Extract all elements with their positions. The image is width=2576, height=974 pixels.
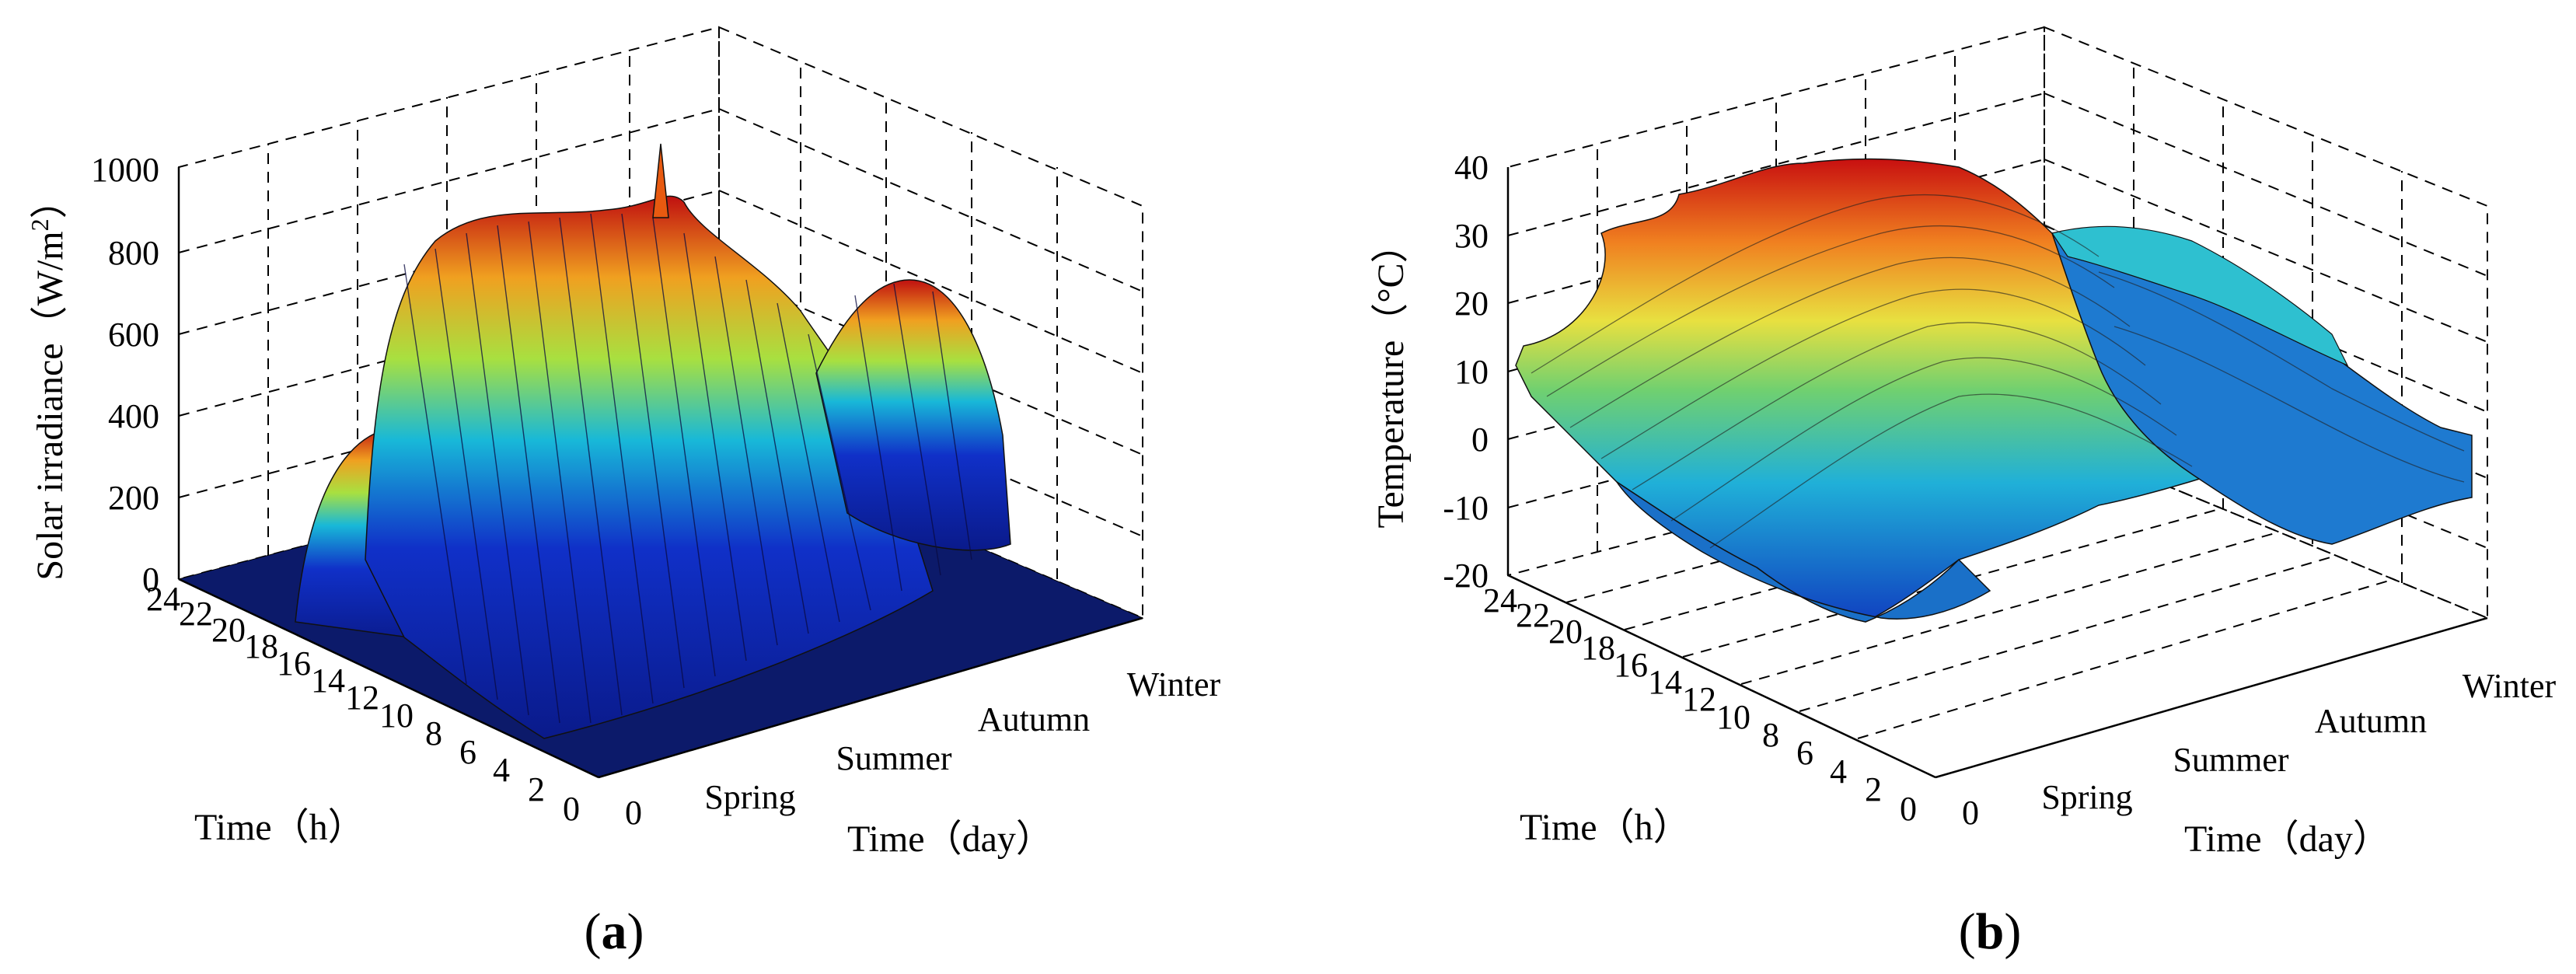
zlabel-a: Solar irradiance（W/m2） — [26, 181, 71, 580]
hour-tick-a-7: 14 — [311, 662, 345, 700]
ylabel-a: Time（day） — [847, 819, 1053, 860]
surface-b-lower-band — [1616, 481, 1991, 623]
panel-b-z-ticks: -20 -10 0 10 20 30 40 — [1443, 148, 1489, 595]
z-tick-b-4: 20 — [1454, 285, 1489, 323]
panel-a-axes — [177, 167, 1143, 779]
surface-a-spike — [652, 143, 669, 218]
hour-tick-b-11: 22 — [1516, 596, 1550, 634]
day-tick-a-1: Spring — [704, 778, 795, 816]
day-tick-b-3: Autumn — [2315, 702, 2427, 740]
day-tick-a-4: Winter — [1127, 665, 1221, 703]
day-tick-a-2: Summer — [836, 739, 951, 777]
panel-label-b: (b) — [1959, 903, 2022, 960]
z-tick-b-3: 10 — [1454, 353, 1489, 391]
panel-b: -20 -10 0 10 20 30 40 Temperature（°C） 0 … — [1370, 26, 2557, 960]
hour-tick-b-8: 16 — [1614, 646, 1648, 684]
panel-b-axes — [1506, 167, 2488, 779]
hour-tick-a-2: 4 — [493, 751, 510, 789]
day-tick-b-2: Summer — [2173, 741, 2288, 779]
hour-tick-b-4: 8 — [1762, 716, 1779, 754]
zlabel-a-sup: 2 — [26, 218, 54, 231]
hour-tick-a-12: 24 — [146, 580, 180, 618]
hour-tick-a-4: 8 — [425, 714, 442, 752]
xlabel-a: Time（h） — [194, 807, 365, 848]
zlabel-b: Temperature（°C） — [1370, 225, 1412, 528]
z-tick-a-0: 0 — [142, 560, 159, 599]
panel-label-a: (a) — [585, 903, 644, 960]
day-tick-b-0: 0 — [1962, 794, 1979, 832]
zlabel-a-close: ） — [30, 181, 71, 218]
hour-tick-b-10: 20 — [1548, 613, 1583, 651]
surface-a-summer-ridge — [365, 195, 934, 739]
day-tick-b-1: Spring — [2041, 778, 2132, 816]
hour-tick-a-1: 2 — [528, 770, 545, 808]
panel-b-hour-ticks: 0 2 4 6 8 10 12 14 16 18 20 22 24 — [1483, 581, 1917, 828]
z-tick-b-0: -20 — [1443, 557, 1489, 595]
day-tick-a-3: Autumn — [978, 700, 1090, 738]
ylabel-b: Time（day） — [2184, 819, 2390, 860]
hour-tick-a-8: 16 — [277, 644, 311, 682]
z-tick-a-3: 600 — [108, 316, 159, 354]
z-tick-b-1: -10 — [1443, 489, 1489, 527]
surface-a — [177, 143, 1144, 778]
day-tick-a-0: 0 — [625, 794, 642, 832]
z-tick-b-5: 30 — [1454, 217, 1489, 255]
z-tick-b-2: 0 — [1471, 421, 1489, 459]
hour-tick-a-6: 12 — [345, 679, 379, 717]
surface-a-winter-hump — [815, 279, 1011, 551]
panel-b-day-ticks: 0 Spring Summer Autumn Winter — [1962, 667, 2557, 832]
hour-tick-b-3: 6 — [1796, 734, 1813, 772]
hour-tick-b-5: 10 — [1716, 698, 1750, 736]
panel-a-day-ticks: 0 Spring Summer Autumn Winter — [625, 665, 1221, 832]
hour-tick-b-9: 18 — [1581, 629, 1615, 667]
hour-tick-a-9: 18 — [244, 627, 278, 665]
hour-tick-a-11: 22 — [179, 595, 213, 633]
hour-tick-a-3: 6 — [459, 733, 476, 771]
hour-tick-a-0: 0 — [563, 790, 580, 828]
panel-a-hour-ticks: 0 2 4 6 8 10 12 14 16 18 20 22 24 — [146, 580, 580, 828]
z-tick-b-6: 40 — [1454, 148, 1489, 187]
hour-tick-b-7: 14 — [1648, 663, 1682, 701]
hour-tick-b-1: 2 — [1865, 770, 1882, 808]
hour-tick-b-0: 0 — [1900, 790, 1917, 828]
hour-tick-b-2: 4 — [1830, 752, 1847, 791]
day-tick-b-4: Winter — [2463, 667, 2557, 705]
hour-tick-a-10: 20 — [211, 611, 246, 649]
hour-tick-b-12: 24 — [1483, 581, 1517, 620]
hour-tick-b-6: 12 — [1682, 680, 1716, 718]
panel-a-z-ticks: 0 200 400 600 800 1000 — [91, 151, 159, 599]
surface-b-winter-top — [2051, 225, 2349, 367]
z-tick-a-1: 200 — [108, 479, 159, 517]
z-tick-a-2: 400 — [108, 397, 159, 435]
xlabel-b: Time（h） — [1520, 807, 1691, 848]
z-tick-a-4: 800 — [108, 234, 159, 272]
z-tick-a-5: 1000 — [91, 151, 159, 189]
panel-a: 0 200 400 600 800 1000 Solar irradiance（… — [26, 26, 1221, 960]
surface-b — [1515, 158, 2473, 623]
hour-tick-a-5: 10 — [379, 696, 414, 735]
